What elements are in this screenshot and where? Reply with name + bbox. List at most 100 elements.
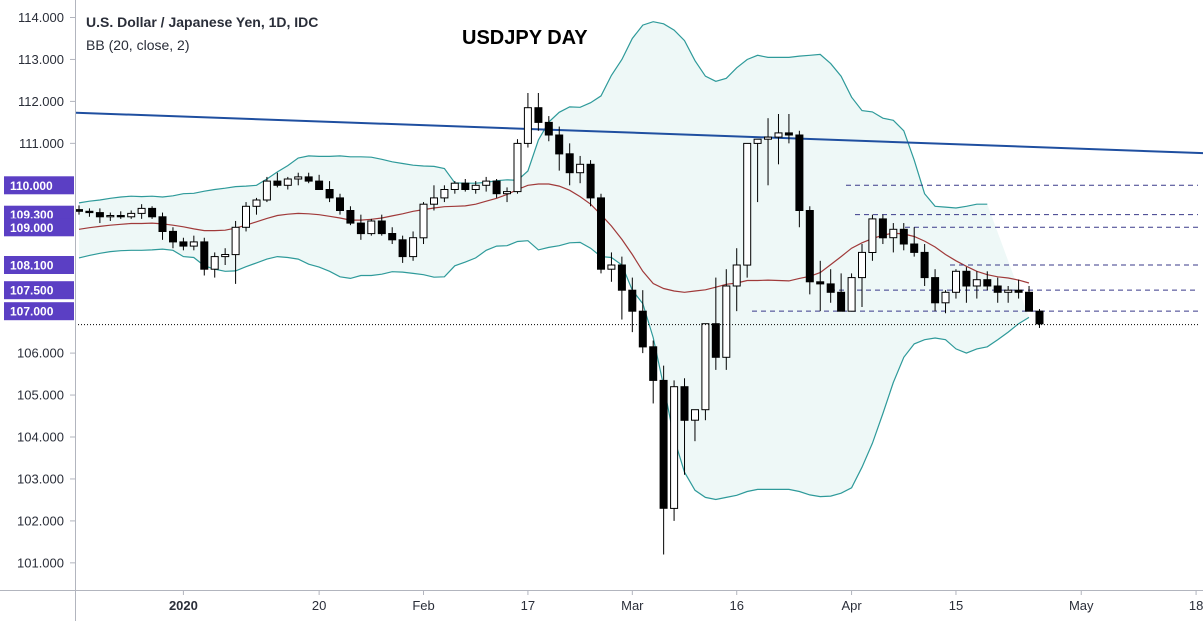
candle-down — [878, 218, 887, 239]
price-level-badge-label: 110.000 — [10, 179, 53, 193]
candle-up — [137, 207, 146, 214]
y-tick-label: 105.000 — [17, 388, 64, 403]
candle-up — [189, 241, 198, 247]
candle-down — [805, 210, 814, 283]
y-tick-label: 103.000 — [17, 472, 64, 487]
x-tick-label: Feb — [412, 598, 434, 613]
bb-upper-line — [78, 21, 988, 209]
y-tick-label: 113.000 — [18, 52, 64, 67]
candle-down — [795, 134, 804, 211]
candle-down — [1014, 289, 1023, 293]
candle-down — [1035, 310, 1044, 325]
y-tick-label: 102.000 — [17, 513, 64, 528]
candle-down — [492, 180, 501, 195]
candle-down — [837, 291, 846, 312]
x-tick-label: Apr — [841, 598, 862, 613]
candle-up — [430, 197, 438, 205]
x-tick-label: 18 — [1189, 598, 1203, 613]
candle-up — [670, 386, 679, 509]
candle-down — [534, 107, 543, 123]
y-tick-label: 114.000 — [18, 10, 64, 25]
candle-up — [106, 215, 115, 218]
candle-down — [826, 283, 835, 293]
candle-down — [356, 222, 365, 235]
candle-down — [920, 251, 929, 279]
price-level-badge-label: 107.000 — [10, 305, 54, 319]
candle-down — [565, 153, 574, 174]
candle-down — [200, 241, 209, 270]
candle-up — [941, 291, 950, 304]
price-level-badge-label: 107.500 — [10, 284, 54, 298]
candle-down — [398, 239, 407, 258]
candle-up — [221, 254, 230, 258]
candle-up — [607, 264, 616, 270]
candle-up — [858, 251, 866, 279]
candle-down — [336, 197, 344, 211]
candle-up — [471, 184, 480, 191]
indicator-label[interactable]: BB (20, close, 2) — [86, 37, 190, 53]
x-tick-label: Mar — [621, 598, 644, 613]
candle-up — [576, 163, 585, 174]
candle-up — [847, 277, 856, 312]
candle-up — [210, 256, 219, 270]
x-tick-label: 2020 — [169, 598, 198, 613]
candle-down — [1025, 291, 1033, 312]
candle-up — [732, 264, 741, 287]
x-tick-label: 15 — [949, 598, 963, 613]
price-level-badge — [4, 302, 74, 321]
price-level-badge — [4, 256, 74, 274]
candle-up — [294, 176, 303, 180]
candle-up — [482, 180, 491, 186]
candle-down — [962, 270, 971, 287]
candle-up — [231, 226, 240, 256]
candle-up — [252, 199, 261, 207]
symbol-title[interactable]: U.S. Dollar / Japanese Yen, 1D, IDC — [86, 14, 318, 30]
candle-up — [889, 228, 898, 239]
candle-up — [743, 142, 752, 266]
candle-down — [659, 379, 668, 509]
candle-up — [774, 132, 783, 138]
candle-down — [899, 228, 908, 245]
candle-up — [262, 180, 271, 201]
bb-fill — [79, 21, 1029, 500]
candle-down — [649, 346, 658, 381]
candle-up — [419, 203, 428, 239]
candle-up — [1004, 289, 1013, 293]
chart-headline: USDJPY DAY — [462, 27, 588, 49]
candle-up — [753, 138, 762, 144]
candle-down — [388, 233, 397, 241]
candle-up — [440, 189, 449, 199]
x-tick-label: May — [1069, 598, 1094, 613]
x-tick-label: 17 — [521, 598, 535, 613]
candle-down — [95, 212, 104, 218]
candle-down — [75, 209, 83, 212]
candle-up — [722, 285, 731, 358]
y-tick-label: 111.000 — [19, 136, 64, 151]
candle-down — [169, 230, 177, 243]
candle-up — [513, 142, 522, 193]
price-level-badge-label: 109.000 — [10, 221, 54, 235]
candle-down — [158, 216, 167, 233]
trendline — [75, 111, 1203, 155]
candle-down — [628, 289, 637, 312]
candle-down — [617, 264, 626, 291]
legend: U.S. Dollar / Japanese Yen, 1D, IDC BB (… — [86, 14, 318, 53]
candle-down — [377, 220, 386, 235]
x-tick-label: 16 — [729, 598, 743, 613]
y-tick-label: 112.000 — [18, 94, 64, 109]
candle-up — [503, 191, 511, 195]
candle-down — [711, 323, 720, 358]
candle-down — [555, 134, 564, 155]
candle-up — [972, 279, 981, 287]
price-level-badge — [4, 281, 74, 300]
y-tick-label: 106.000 — [17, 346, 64, 361]
bb-lower-line — [78, 240, 1030, 501]
candle-down — [346, 210, 355, 224]
price-level-badge-label: 108.100 — [10, 259, 54, 273]
candle-down — [910, 243, 919, 253]
candle-down — [544, 121, 553, 136]
candle-down — [315, 180, 324, 191]
support-resistance-levels — [752, 184, 1198, 312]
